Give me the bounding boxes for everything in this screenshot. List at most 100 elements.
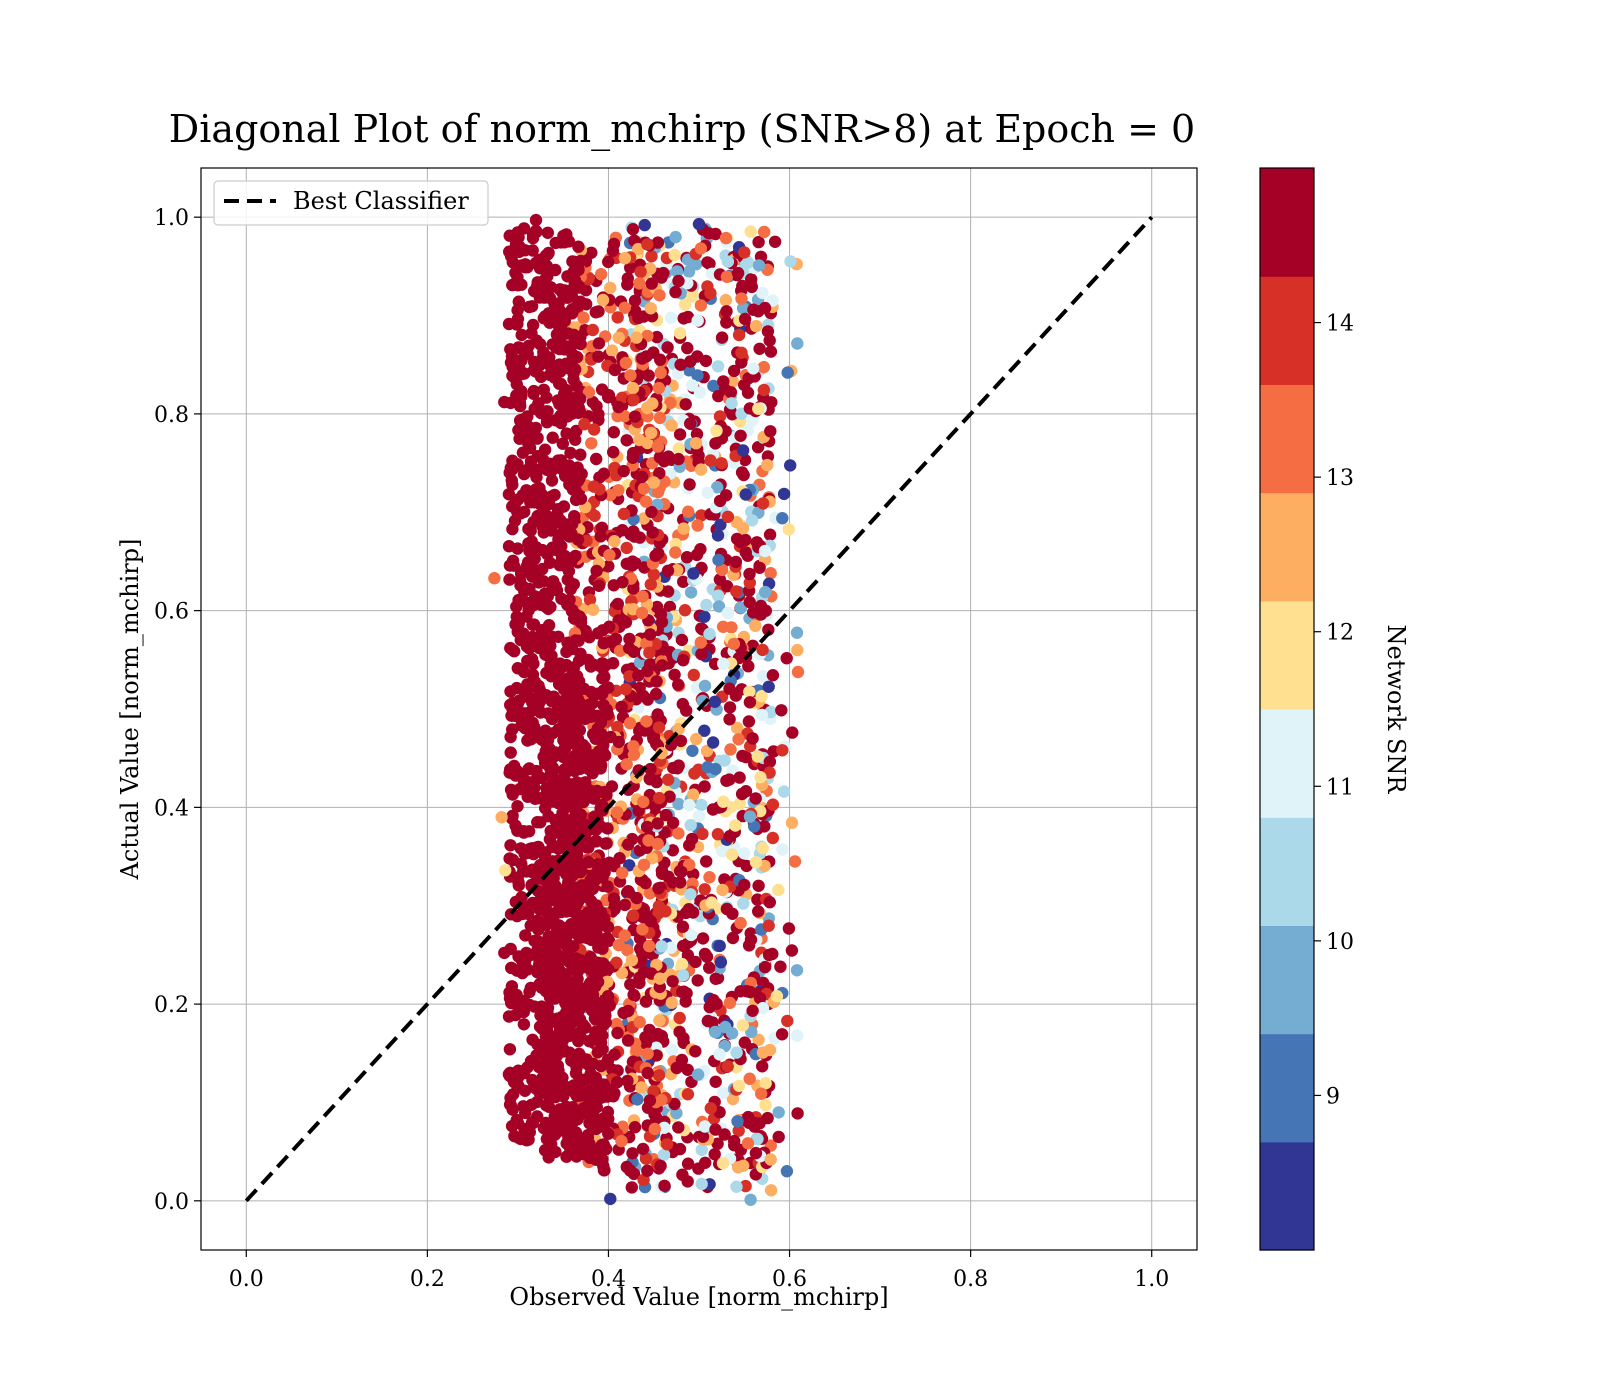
scatter-point (640, 350, 653, 363)
scatter-point (747, 362, 760, 375)
scatter-point (556, 437, 569, 450)
scatter-point (503, 573, 516, 586)
scatter-point (610, 956, 623, 969)
scatter-point (665, 419, 678, 432)
scatter-point (540, 916, 553, 929)
scatter-point (684, 586, 698, 599)
scatter-point (572, 240, 585, 253)
scatter-point (777, 487, 791, 501)
scatter-point (602, 255, 615, 269)
colorbar-segment (1260, 817, 1314, 926)
scatter-point (526, 896, 539, 910)
scatter-point (686, 379, 699, 392)
scatter-point (611, 597, 624, 611)
scatter-point (511, 1081, 524, 1095)
scatter-point-outlier (499, 864, 512, 877)
scatter-point (691, 314, 704, 327)
scatter-point (725, 621, 738, 634)
scatter-point (561, 573, 574, 586)
scatter-point (762, 919, 775, 932)
scatter-point (611, 1026, 624, 1040)
scatter-point (743, 576, 756, 589)
scatter-point (690, 548, 704, 562)
scatter-point (732, 1124, 745, 1137)
scatter-point (726, 1092, 740, 1106)
scatter-point (540, 391, 553, 404)
scatter-point (659, 808, 673, 822)
scatter-point (637, 858, 651, 871)
scatter-point (530, 764, 543, 778)
scatter-point (750, 536, 764, 549)
scatter-point (749, 319, 763, 333)
scatter-point (713, 939, 726, 953)
scatter-point (574, 1134, 588, 1148)
scatter-point (631, 1093, 644, 1106)
scatter-point (677, 985, 691, 998)
scatter-point (590, 1089, 603, 1103)
scatter-point (743, 685, 756, 698)
scatter-point (668, 668, 681, 681)
scatter-point (548, 1040, 561, 1054)
scatter-point (553, 283, 566, 296)
scatter-point (757, 360, 770, 374)
scatter-point (681, 1157, 695, 1170)
scatter-point (543, 351, 556, 364)
scatter-point (543, 1052, 557, 1066)
scatter-point (701, 1014, 715, 1028)
scatter-point (681, 1063, 694, 1077)
scatter-point (772, 1106, 785, 1119)
scatter-point (654, 366, 667, 379)
scatter-point (607, 426, 620, 439)
scatter-point (723, 682, 736, 695)
scatter-point (723, 701, 737, 714)
scatter-point (531, 509, 544, 523)
scatter-point (658, 1121, 671, 1135)
scatter-point (754, 599, 768, 613)
scatter-point (569, 899, 583, 912)
scatter-point (550, 986, 564, 999)
scatter-point (703, 871, 716, 884)
scatter-point (522, 522, 535, 536)
scatter-point (661, 564, 675, 577)
scatter-point (712, 553, 725, 567)
scatter-point (503, 766, 516, 779)
scatter-point (714, 956, 728, 969)
x-axis-ticks: 0.0 0.2 0.4 0.6 0.8 1.0 (229, 1250, 1169, 1292)
scatter-point (719, 293, 732, 307)
scatter-point (654, 1159, 667, 1173)
scatter-point (763, 528, 777, 541)
scatter-point (639, 1152, 653, 1165)
scatter-point (704, 1102, 717, 1115)
scatter-point (627, 393, 640, 407)
scatter-point (591, 687, 604, 700)
scatter-point (624, 978, 637, 991)
plot-frame (200, 167, 1198, 1251)
scatter-point (605, 344, 619, 357)
scatter-point (729, 819, 742, 832)
scatter-point (684, 888, 697, 901)
scatter-point (695, 1177, 708, 1191)
scatter-point (738, 878, 751, 892)
scatter-point (529, 421, 542, 435)
scatter-point (555, 540, 568, 553)
scatter-point (705, 896, 718, 909)
y-tick-label: 0.4 (154, 796, 189, 821)
scatter-point (672, 452, 685, 466)
scatter-point (703, 961, 716, 974)
scatter-point (721, 1060, 734, 1073)
scatter-point (656, 659, 669, 672)
scatter-point (590, 899, 603, 912)
scatter-point (716, 844, 729, 858)
scatter-point (622, 838, 635, 851)
scatter-point (623, 632, 636, 646)
scatter-point (695, 509, 708, 522)
scatter-point (522, 603, 535, 617)
scatter-point (574, 616, 588, 629)
scatter-point (729, 555, 743, 569)
scatter-point (671, 564, 684, 577)
scatter-point (753, 991, 767, 1005)
scatter-point (737, 847, 751, 860)
scatter-point (543, 291, 557, 305)
scatter-point (517, 467, 531, 481)
scatter-point (756, 497, 770, 510)
